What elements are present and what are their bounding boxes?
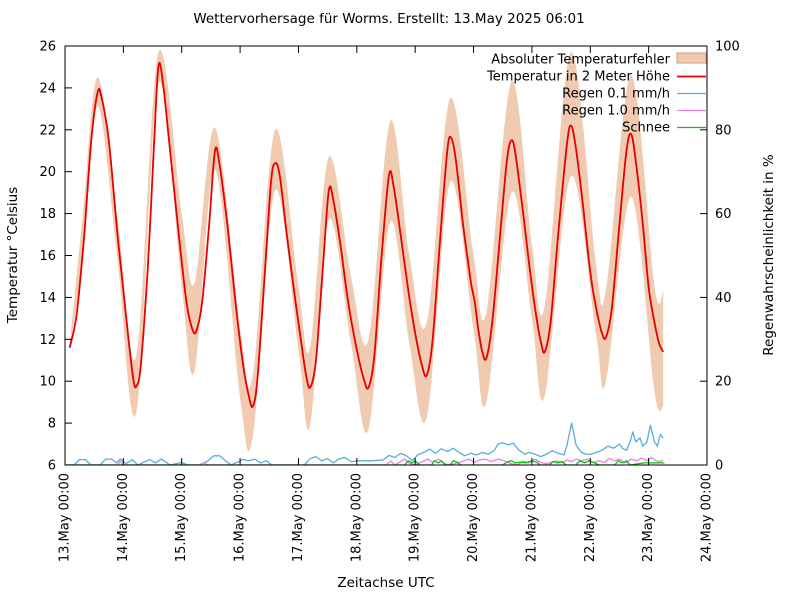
chart-title: Wettervorhersage für Worms. Erstellt: 13… [193,11,584,27]
legend-item-temperature: Temperatur in 2 Meter Höhe [486,70,706,85]
y-left-tick-label: 16 [39,249,56,264]
rain-01-line [65,422,664,465]
legend-label-temperature: Temperatur in 2 Meter Höhe [486,70,670,85]
x-axis-label: Zeitachse UTC [337,575,434,591]
y-left-tick-label: 20 [39,165,56,180]
y-right-tick-label: 80 [715,123,732,138]
x-tick-label: 19.May 00:00 [408,473,423,562]
legend-label-temperature-error: Absoluter Temperaturfehler [491,53,670,68]
plot-border [64,45,708,466]
y-left-tick-label: 24 [39,81,56,96]
x-tick-label: 23.May 00:00 [641,473,656,562]
y-right-tick-label: 0 [715,459,723,474]
x-tick-label: 14.May 00:00 [116,473,131,562]
y-left-tick-label: 22 [39,123,56,138]
y-right-tick-label: 20 [715,375,732,390]
y-left-tick-label: 14 [39,291,56,306]
x-tick-label: 16.May 00:00 [233,473,248,562]
y-right-tick-label: 40 [715,291,732,306]
temperature-line [68,62,665,408]
x-tick-label: 22.May 00:00 [583,473,598,562]
x-tick-label: 13.May 00:00 [58,473,73,562]
x-tick-label: 20.May 00:00 [466,473,481,562]
x-tick-label: 24.May 00:00 [700,473,715,562]
y-left-tick-label: 12 [39,333,56,348]
y-right-tick-label: 100 [715,40,740,55]
legend-item-temperature-error: Absoluter Temperaturfehler [491,52,707,68]
legend-label-rain-01: Regen 0.1 mm/h [562,87,670,102]
legend-label-rain-10: Regen 1.0 mm/h [562,104,670,119]
y-axis-label-right: Regenwahrscheinlichkeit in % [761,154,777,356]
x-tick-label: 15.May 00:00 [174,473,189,562]
y-left-tick-label: 10 [39,375,56,390]
y-right-tick-label: 60 [715,207,732,222]
tick-label-layer: 13.May 00:00 14.May 00:00 15.May 00:00 16.M… [39,40,739,563]
y-left-tick-label: 18 [39,207,56,222]
y-axis-label-left: Temperatur °Celsius [5,187,21,324]
y-left-tick-label: 26 [39,40,56,55]
legend-band-swatch [676,52,707,64]
legend-label-snow: Schnee [622,121,670,136]
legend: Absoluter Temperaturfehler Temperatur in… [486,52,707,136]
legend-item-rain-01: Regen 0.1 mm/h [562,87,706,102]
legend-item-rain-10: Regen 1.0 mm/h [562,104,706,119]
y-left-tick-label: 6 [48,459,56,474]
y-left-tick-label: 8 [48,417,56,432]
rain-10-line [65,456,664,465]
legend-item-snow: Schnee [622,121,706,136]
x-tick-label: 17.May 00:00 [291,473,306,562]
x-tick-label: 18.May 00:00 [349,473,364,562]
x-tick-label: 21.May 00:00 [524,473,539,562]
